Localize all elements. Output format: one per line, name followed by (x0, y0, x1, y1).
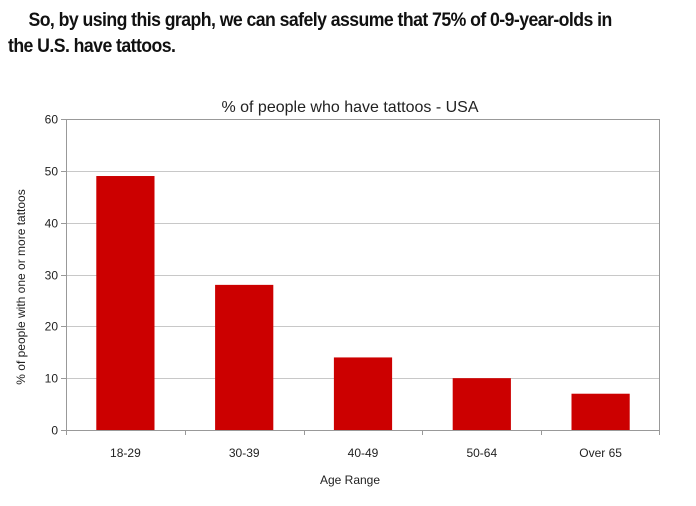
y-tick-label: 10 (45, 372, 59, 386)
chart-title: % of people who have tattoos - USA (221, 99, 478, 116)
bar-30-39 (215, 284, 274, 430)
bars (96, 176, 630, 430)
bar-18-29 (96, 176, 155, 430)
y-axis-label: % of people with one or more tattoos (14, 189, 28, 384)
y-tick-labels: 0 10 20 30 40 50 60 (45, 113, 59, 438)
y-tick-label: 60 (45, 113, 59, 127)
x-tick-label: 50-64 (466, 446, 497, 460)
y-tick-label: 0 (51, 424, 58, 438)
y-tick-label: 20 (45, 320, 59, 334)
bar-40-49 (333, 357, 393, 430)
bar-over-65 (571, 393, 630, 430)
y-tick-label: 50 (45, 165, 59, 179)
x-tick-label: 30-39 (229, 446, 260, 460)
x-tick-label: Over 65 (579, 446, 622, 460)
y-tick-label: 40 (45, 217, 59, 231)
bar-50-64 (452, 378, 511, 430)
plot-frame (66, 119, 660, 431)
x-tick-label: 40-49 (348, 446, 379, 460)
x-axis-label: Age Range (320, 473, 380, 487)
x-tick-labels: 18-29 30-39 40-49 50-64 Over 65 (110, 446, 622, 460)
axes (61, 119, 660, 435)
x-tick-label: 18-29 (110, 446, 141, 460)
caption-text: So, by using this graph, we can safely a… (8, 10, 612, 57)
y-tick-label: 30 (45, 269, 59, 283)
